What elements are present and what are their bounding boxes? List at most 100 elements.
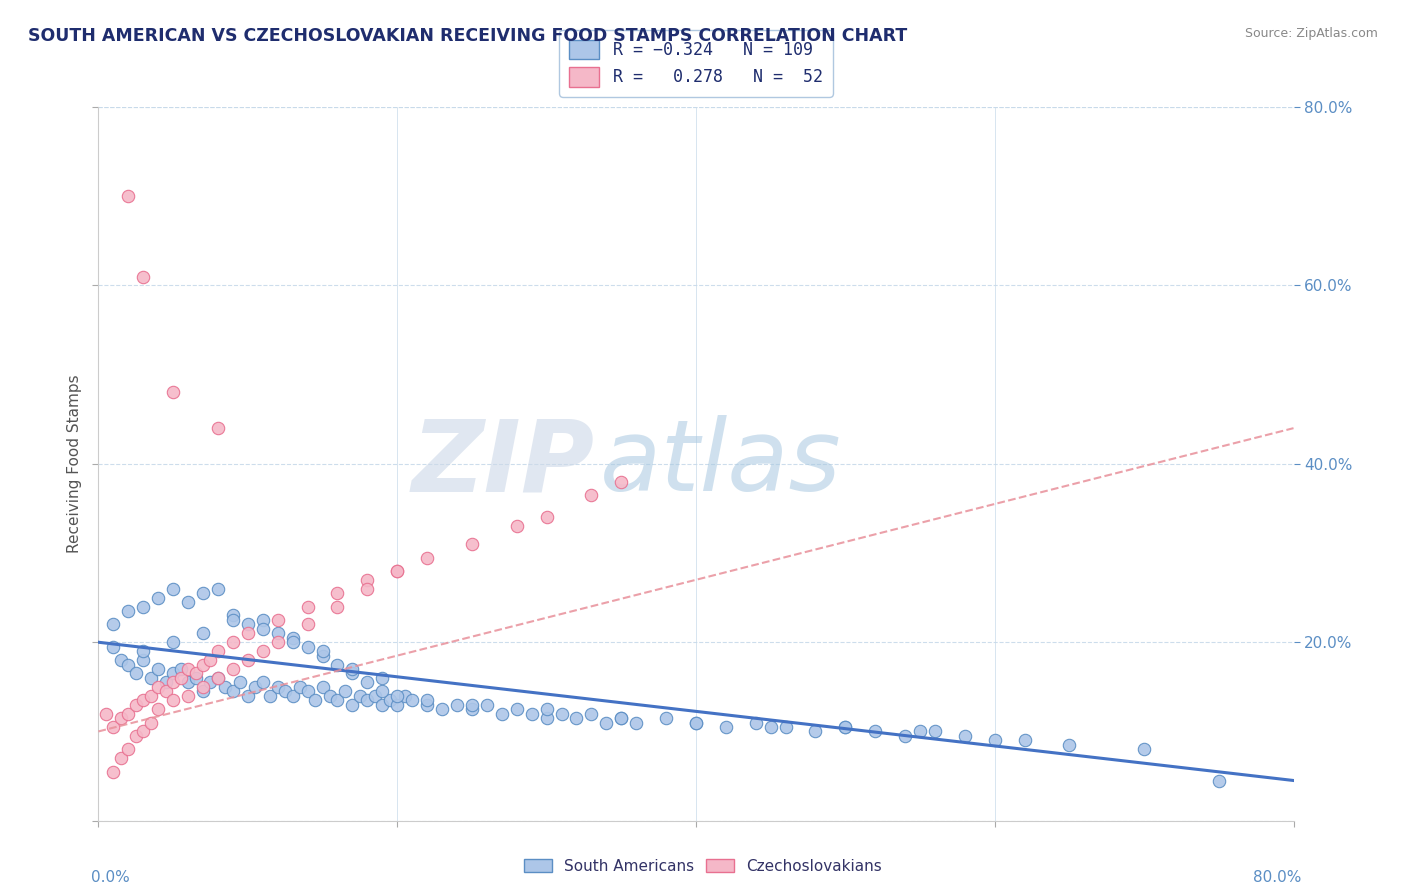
Point bbox=[319, 689, 342, 703]
Point bbox=[191, 684, 214, 698]
Point bbox=[326, 599, 349, 614]
Point bbox=[416, 698, 439, 712]
Point bbox=[267, 626, 290, 640]
Point bbox=[536, 711, 558, 725]
Point bbox=[155, 684, 177, 698]
Text: ZIP: ZIP bbox=[412, 416, 595, 512]
Point bbox=[1014, 733, 1036, 747]
Point bbox=[281, 635, 304, 649]
Text: 80.0%: 80.0% bbox=[1253, 870, 1301, 885]
Point bbox=[581, 488, 603, 502]
Point bbox=[139, 715, 162, 730]
Point bbox=[125, 666, 148, 681]
Point bbox=[595, 715, 617, 730]
Point bbox=[371, 671, 394, 685]
Point bbox=[117, 742, 139, 756]
Point bbox=[125, 698, 148, 712]
Point bbox=[416, 550, 439, 565]
Text: atlas: atlas bbox=[600, 416, 842, 512]
Point bbox=[267, 613, 290, 627]
Point bbox=[536, 702, 558, 716]
Point bbox=[222, 684, 245, 698]
Point bbox=[191, 586, 214, 600]
Point bbox=[342, 698, 364, 712]
Point bbox=[655, 711, 678, 725]
Point bbox=[385, 698, 409, 712]
Point bbox=[207, 671, 229, 685]
Legend: R = −0.324   N = 109, R =   0.278   N =  52: R = −0.324 N = 109, R = 0.278 N = 52 bbox=[560, 29, 832, 96]
Point bbox=[281, 689, 304, 703]
Point bbox=[865, 724, 887, 739]
Point bbox=[1059, 738, 1081, 752]
Point bbox=[1208, 773, 1230, 788]
Point bbox=[297, 599, 319, 614]
Text: SOUTH AMERICAN VS CZECHOSLOVAKIAN RECEIVING FOOD STAMPS CORRELATION CHART: SOUTH AMERICAN VS CZECHOSLOVAKIAN RECEIV… bbox=[28, 27, 907, 45]
Point bbox=[148, 662, 170, 676]
Text: 0.0%: 0.0% bbox=[91, 870, 129, 885]
Point bbox=[610, 711, 633, 725]
Point bbox=[430, 702, 453, 716]
Point bbox=[520, 706, 543, 721]
Text: Source: ZipAtlas.com: Source: ZipAtlas.com bbox=[1244, 27, 1378, 40]
Point bbox=[139, 689, 162, 703]
Point bbox=[236, 617, 259, 632]
Point bbox=[155, 675, 177, 690]
Point bbox=[349, 689, 371, 703]
Point bbox=[267, 680, 290, 694]
Point bbox=[177, 595, 200, 609]
Point bbox=[103, 617, 125, 632]
Point bbox=[200, 675, 222, 690]
Point bbox=[162, 666, 184, 681]
Point bbox=[252, 613, 274, 627]
Point bbox=[117, 604, 139, 618]
Point bbox=[506, 702, 529, 716]
Point bbox=[267, 635, 290, 649]
Point bbox=[245, 680, 267, 694]
Point bbox=[834, 720, 856, 734]
Point bbox=[236, 689, 259, 703]
Point bbox=[356, 582, 378, 596]
Point bbox=[364, 689, 387, 703]
Point bbox=[148, 702, 170, 716]
Point bbox=[401, 693, 423, 707]
Point bbox=[259, 689, 281, 703]
Point bbox=[759, 720, 782, 734]
Point bbox=[214, 680, 236, 694]
Point bbox=[834, 720, 856, 734]
Point bbox=[610, 475, 633, 489]
Point bbox=[177, 662, 200, 676]
Point bbox=[288, 680, 311, 694]
Point bbox=[236, 653, 259, 667]
Point bbox=[132, 269, 155, 284]
Point bbox=[177, 689, 200, 703]
Point bbox=[461, 698, 484, 712]
Point bbox=[207, 671, 229, 685]
Point bbox=[333, 684, 356, 698]
Point bbox=[162, 635, 184, 649]
Point bbox=[356, 675, 378, 690]
Point bbox=[506, 519, 529, 533]
Point bbox=[169, 671, 191, 685]
Point bbox=[908, 724, 931, 739]
Point bbox=[685, 715, 707, 730]
Point bbox=[103, 640, 125, 654]
Point bbox=[117, 189, 139, 203]
Point bbox=[475, 698, 498, 712]
Point bbox=[342, 662, 364, 676]
Point bbox=[252, 622, 274, 636]
Point bbox=[169, 662, 191, 676]
Point bbox=[714, 720, 737, 734]
Point bbox=[297, 684, 319, 698]
Point bbox=[446, 698, 468, 712]
Point bbox=[311, 648, 333, 663]
Point bbox=[236, 626, 259, 640]
Point bbox=[103, 720, 125, 734]
Point bbox=[342, 666, 364, 681]
Y-axis label: Receiving Food Stamps: Receiving Food Stamps bbox=[66, 375, 82, 553]
Point bbox=[110, 751, 132, 765]
Point bbox=[536, 510, 558, 524]
Point bbox=[94, 706, 117, 721]
Point bbox=[371, 698, 394, 712]
Point bbox=[304, 693, 326, 707]
Point bbox=[191, 657, 214, 672]
